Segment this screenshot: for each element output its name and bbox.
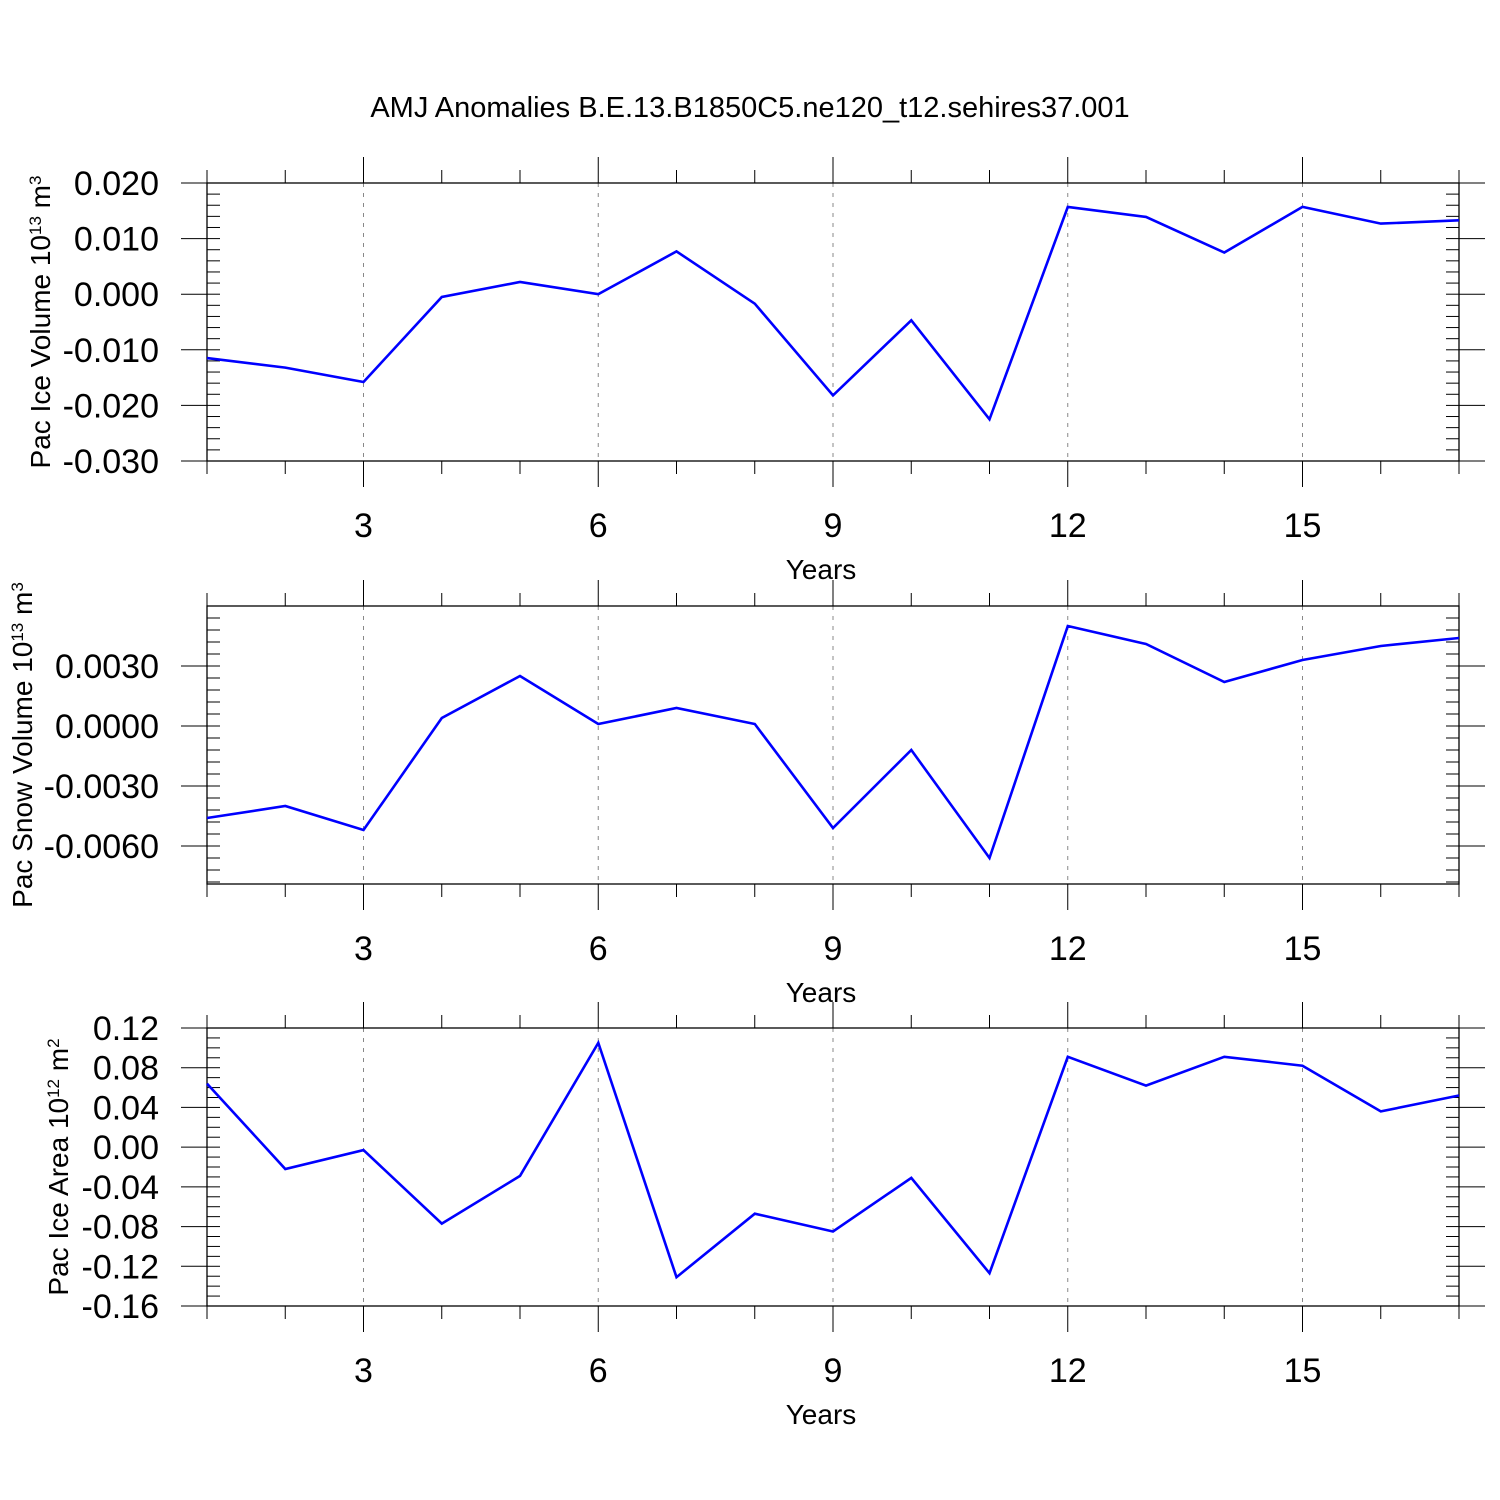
panel-1-y-tick-label: 0.010 — [74, 221, 159, 259]
panel-3-y-tick-label: 0.04 — [93, 1089, 159, 1127]
panel-2-y-tick-label: -0.0030 — [44, 768, 159, 806]
panel-3-x-tick-label: 6 — [589, 1352, 608, 1390]
panel-2-x-tick-label: 3 — [354, 930, 373, 968]
panel-1-x-tick-label: 12 — [1049, 507, 1087, 545]
panel-3-y-tick-label: -0.08 — [82, 1209, 160, 1247]
panel-2-y-tick-label: 0.0030 — [55, 648, 159, 686]
panel-2-y-axis-label: Pac Snow Volume 1013 m3 — [7, 582, 38, 908]
panel-2-series-line — [206, 624, 1460, 861]
panel-3-x-tick-label: 9 — [824, 1352, 843, 1390]
panel-2-y-tick-label: 0.0000 — [55, 708, 159, 746]
panel-3-x-tick-label: 15 — [1284, 1352, 1322, 1390]
panel-1-y-tick-label: -0.020 — [63, 387, 159, 425]
panel-1-y-tick-label: 0.000 — [74, 276, 159, 314]
panel-1-x-tick-label: 6 — [589, 507, 608, 545]
panel-3-y-axis-label: Pac Ice Area 1012 m2 — [43, 1038, 74, 1295]
panel-3-y-tick-label: 0.00 — [93, 1129, 159, 1167]
panel-3-y-tick-label: -0.16 — [82, 1288, 160, 1326]
panel-3-series-line — [206, 1039, 1460, 1280]
chart-title: AMJ Anomalies B.E.13.B1850C5.ne120_t12.s… — [370, 92, 1130, 124]
panel-2-x-tick-label: 12 — [1049, 930, 1087, 968]
panel-3-x-tick-label: 3 — [354, 1352, 373, 1390]
panel-2-x-tick-label: 15 — [1284, 930, 1322, 968]
panel-1-y-tick-label: 0.020 — [74, 165, 159, 203]
panel-1-y-axis-label: Pac Ice Volume 1013 m3 — [25, 176, 56, 469]
panel-1-x-tick-label: 15 — [1284, 507, 1322, 545]
panel-3-y-tick-label: -0.04 — [82, 1169, 160, 1207]
panel-1-x-tick-label: 9 — [824, 507, 843, 545]
panel-3-x-axis-label: Years — [786, 1399, 857, 1430]
panel-2-x-axis-label: Years — [786, 977, 857, 1008]
panel-2-x-tick-label: 6 — [589, 930, 608, 968]
panel-3-y-tick-label: 0.08 — [93, 1050, 159, 1088]
panel-1-x-axis-label: Years — [786, 554, 857, 585]
panel-3-y-tick-label: 0.12 — [93, 1010, 159, 1048]
panel-1-series-line — [206, 205, 1460, 422]
panel-3-y-tick-label: -0.12 — [82, 1248, 160, 1286]
panel-2-y-tick-label: -0.0060 — [44, 828, 159, 866]
panel-1-y-tick-label: -0.030 — [63, 443, 159, 481]
panel-1-x-tick-label: 3 — [354, 507, 373, 545]
panel-3-x-tick-label: 12 — [1049, 1352, 1087, 1390]
panel-1-y-tick-label: -0.010 — [63, 332, 159, 370]
panel-2-x-tick-label: 9 — [824, 930, 843, 968]
